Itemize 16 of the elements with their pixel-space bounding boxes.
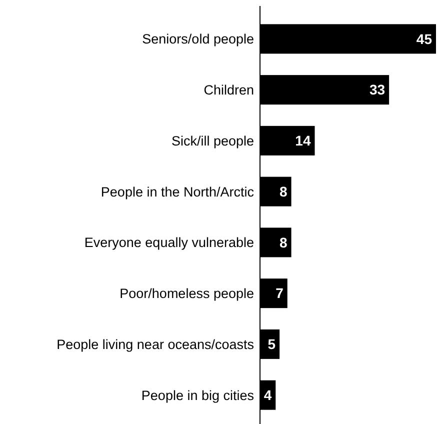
y-tick-label: Seniors/old people — [142, 32, 254, 47]
y-tick-label: People in big cities — [141, 388, 254, 403]
y-tick-label: Children — [204, 82, 254, 98]
y-tick-label: Sick/ill people — [171, 133, 254, 148]
y-tick-label: People in the North/Arctic — [100, 184, 254, 200]
data-label: 33 — [369, 82, 386, 98]
data-label: 8 — [279, 183, 288, 200]
data-label: 45 — [416, 30, 432, 47]
data-label: 8 — [279, 234, 288, 250]
data-label: 7 — [276, 285, 284, 302]
data-label: 4 — [264, 386, 272, 403]
y-tick-label: Poor/homeless people — [120, 286, 254, 302]
data-label: 5 — [268, 336, 276, 352]
y-tick-label: People living near oceans/coasts — [56, 336, 254, 352]
data-label: 14 — [295, 132, 311, 149]
y-tick-label: Everyone equally vulnerable — [84, 235, 254, 250]
